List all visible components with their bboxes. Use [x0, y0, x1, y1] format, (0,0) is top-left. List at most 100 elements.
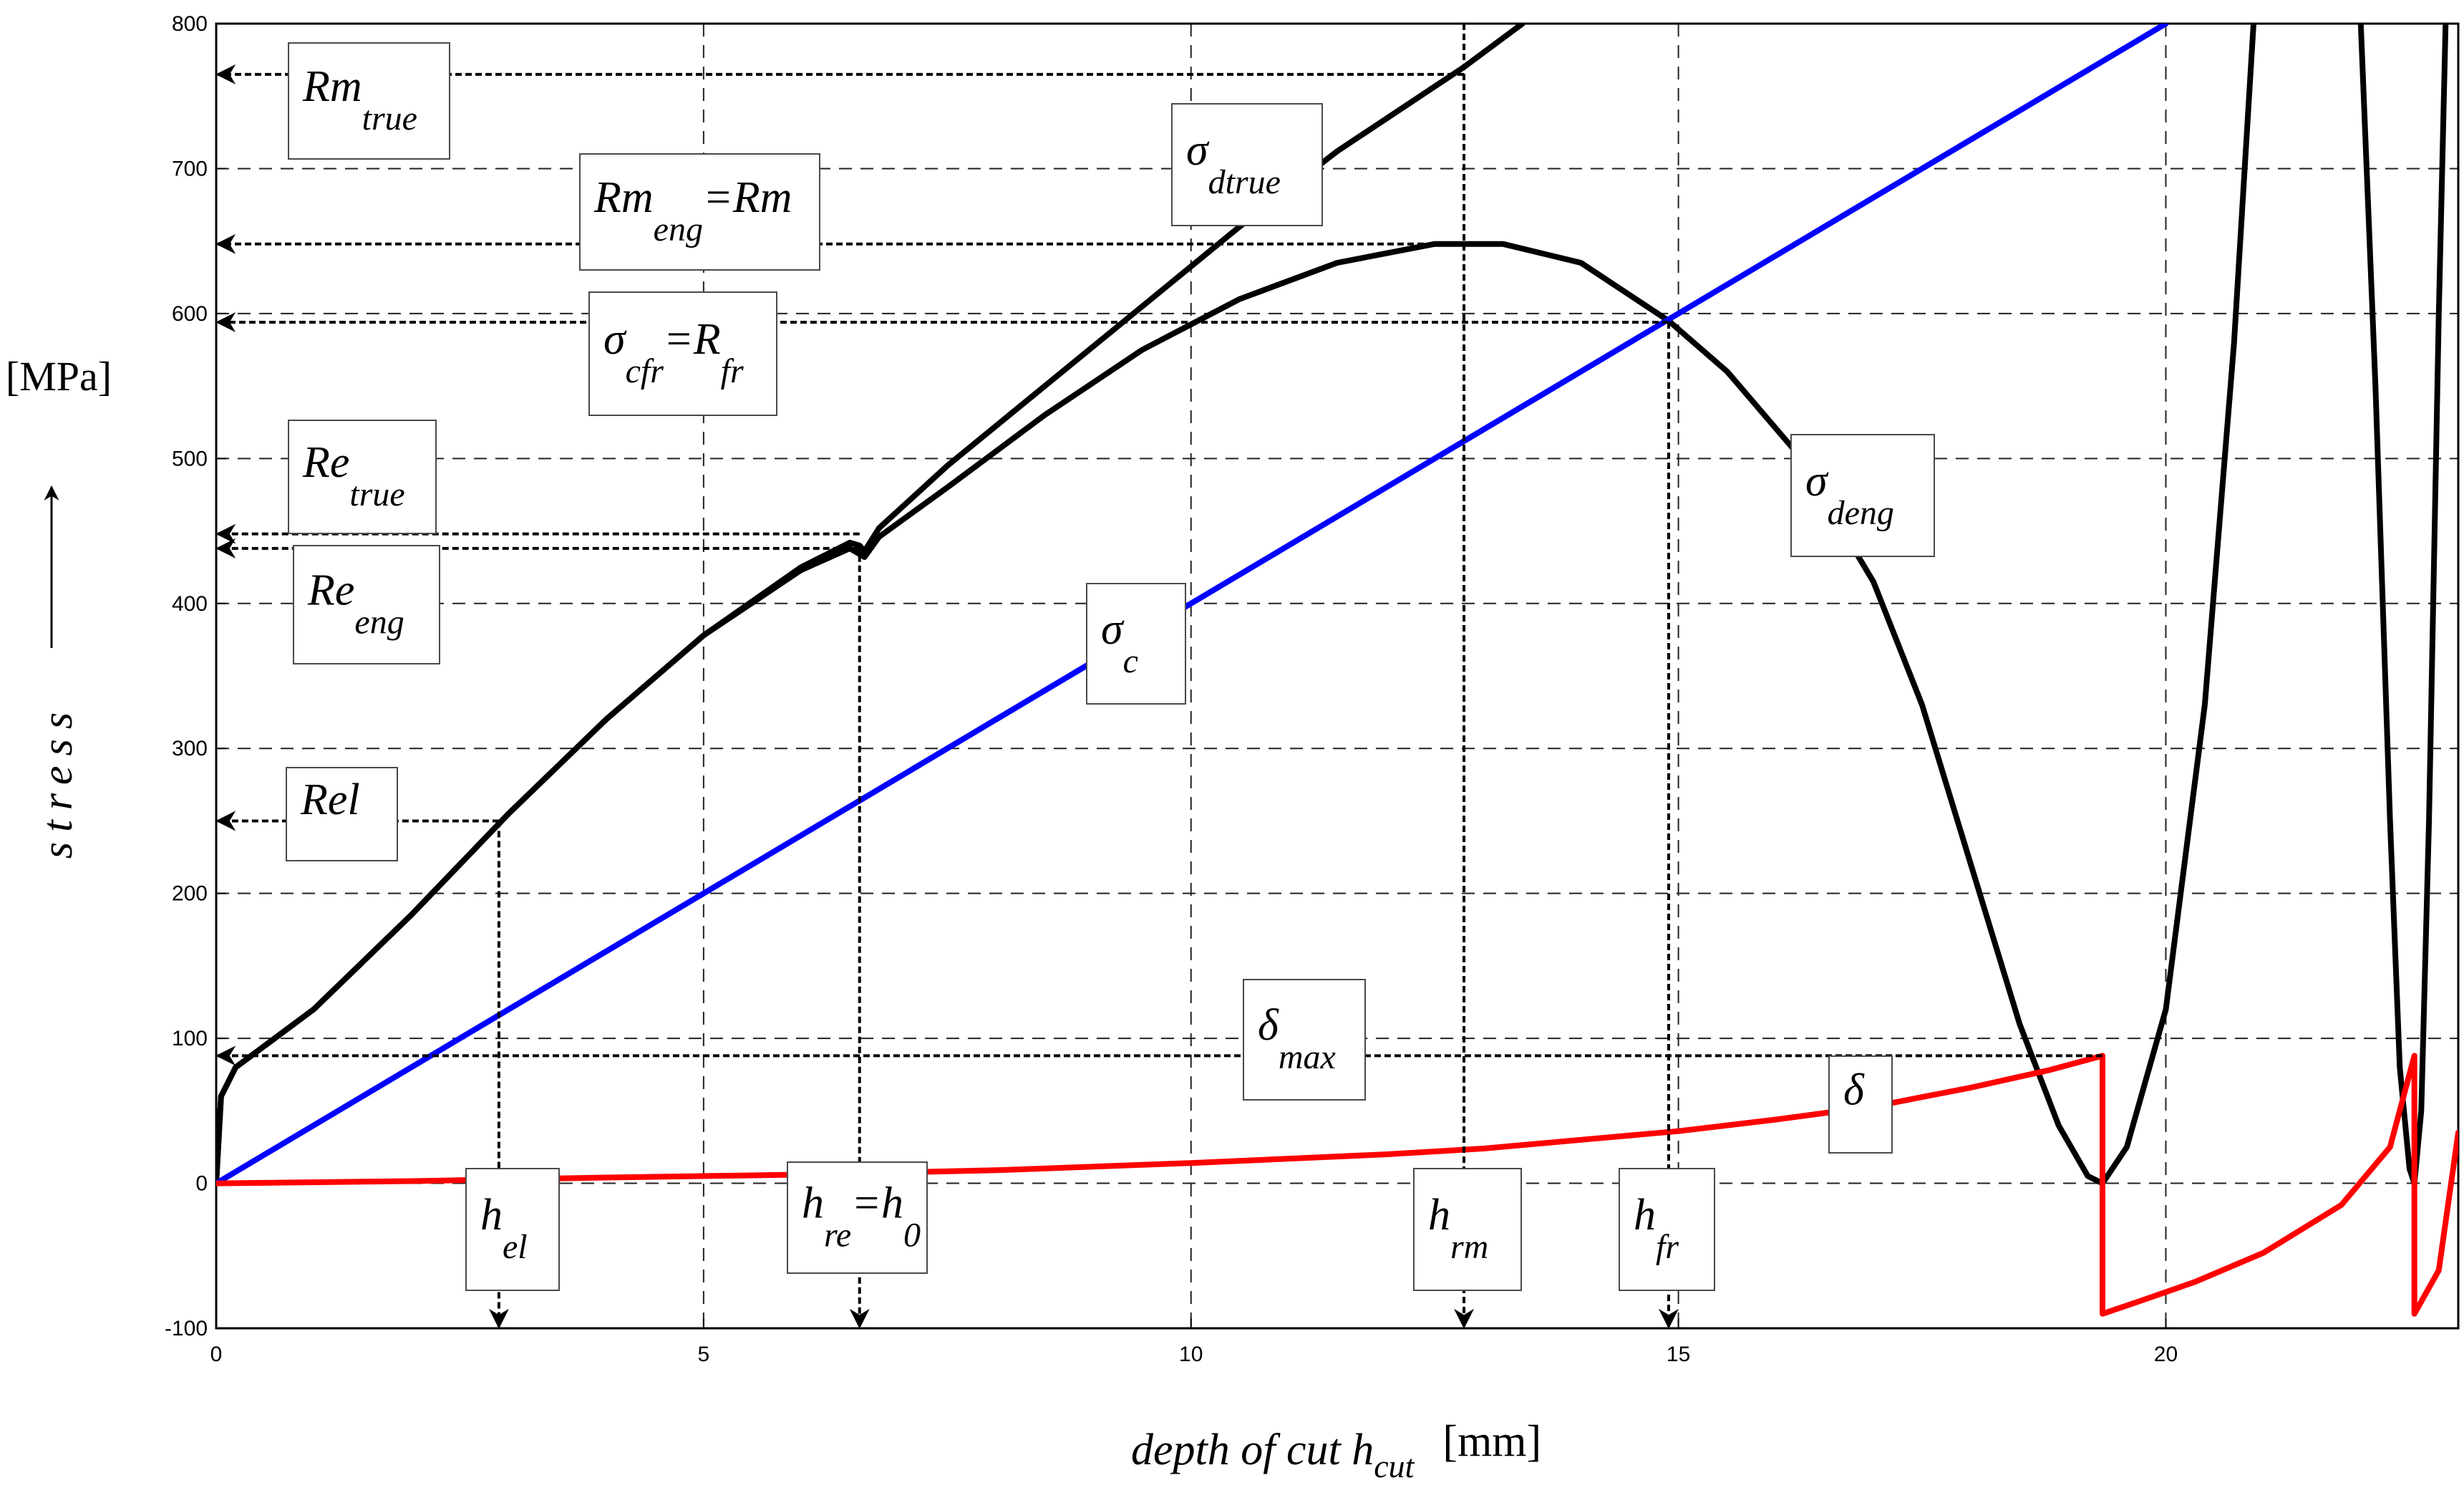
- label-text: hrm: [1428, 1191, 1488, 1266]
- x-axis-label-sub: cut: [1374, 1448, 1415, 1484]
- series-line-sigma_deng: [216, 24, 2256, 1186]
- label-sub: c: [1123, 642, 1138, 680]
- label-sub: eng: [354, 604, 404, 642]
- label-box: [293, 545, 440, 664]
- series-lines: [216, 24, 2458, 1317]
- y-tick-label: 100: [172, 1027, 208, 1050]
- label-box: [465, 1168, 560, 1291]
- label-box: [1243, 979, 1366, 1101]
- label-h_fr: hfr: [1619, 1168, 1715, 1291]
- label-main: h: [1634, 1191, 1656, 1239]
- label-text: hfr: [1634, 1191, 1679, 1266]
- label-sub: eng: [654, 211, 703, 248]
- label-rm_eng: Rmeng=Rm: [579, 153, 820, 271]
- label-sub: deng: [1828, 494, 1894, 532]
- y-axis-label: stress: [34, 702, 81, 859]
- label-box: [1171, 103, 1323, 226]
- y-unit: [MPa]: [6, 353, 112, 400]
- label-h_re: hre=h0: [787, 1161, 928, 1274]
- label-box: [1828, 1055, 1893, 1154]
- label-main: Rel: [300, 775, 360, 824]
- label-main: σ: [1186, 126, 1210, 175]
- label-sub: re: [824, 1217, 851, 1255]
- x-axis-label-text: depth of cut h: [1131, 1426, 1374, 1474]
- series-line-sigma_c: [216, 24, 2169, 1186]
- label-rm_true: Rmtrue: [288, 42, 450, 160]
- y-tick-label: 200: [172, 882, 208, 906]
- label-re_eng: Reeng: [293, 545, 440, 664]
- annotation-arrows: [215, 24, 2102, 1329]
- label-main: σ: [1805, 457, 1829, 506]
- x-axis-label: depth of cut hcut [mm]: [1131, 1417, 1541, 1484]
- x-tick-label: 15: [1667, 1343, 1690, 1366]
- label-sub: rm: [1450, 1228, 1488, 1266]
- label-sub: el: [503, 1228, 528, 1266]
- label-text: Retrue: [302, 438, 405, 513]
- label-box: [588, 291, 777, 416]
- label-main: δ: [1258, 1001, 1279, 1050]
- x-tick-label: 0: [210, 1343, 223, 1366]
- label-box: [1086, 583, 1186, 705]
- label-delta_lbl: δ: [1828, 1055, 1893, 1154]
- label-main: h: [802, 1179, 824, 1228]
- y-tick-label: 0: [195, 1172, 208, 1196]
- label-tail-sub: fr: [721, 352, 744, 390]
- label-sub: dtrue: [1208, 163, 1281, 201]
- label-box: [288, 420, 437, 534]
- label-text: σcfr=Rfr: [603, 315, 744, 390]
- label-box: [787, 1161, 928, 1274]
- label-h_el: hel: [465, 1168, 560, 1291]
- label-sub: cfr: [626, 352, 664, 390]
- label-text: Rmeng=Rm: [593, 173, 792, 248]
- label-main: σ: [1101, 605, 1125, 654]
- label-tail: =R: [664, 315, 721, 364]
- label-box: [1790, 434, 1935, 557]
- label-text: Rel: [300, 775, 360, 824]
- label-text: δmax: [1258, 1001, 1336, 1076]
- label-main: h: [1428, 1191, 1450, 1239]
- x-tick-label: 10: [1179, 1343, 1203, 1366]
- label-tail: =Rm: [703, 173, 792, 222]
- curve-labels: RmtrueRmeng=Rmσcfr=RfrRetrueReengRelσdtr…: [286, 42, 1935, 1291]
- label-box: [579, 153, 820, 271]
- label-text: σdtrue: [1186, 126, 1281, 201]
- y-tick-label: 800: [172, 12, 208, 36]
- label-sub: true: [349, 475, 404, 513]
- label-sigma_cfr: σcfr=Rfr: [588, 291, 777, 416]
- label-text: σdeng: [1805, 457, 1894, 532]
- y-tick-label: -100: [165, 1317, 208, 1340]
- x-axis-unit: [mm]: [1442, 1417, 1541, 1466]
- label-text: σc: [1101, 605, 1138, 680]
- label-sub: true: [362, 100, 417, 137]
- label-text: δ: [1843, 1066, 1865, 1115]
- label-sub: fr: [1656, 1228, 1679, 1266]
- grid-lines: [216, 24, 2458, 1328]
- label-delta_max: δmax: [1243, 979, 1366, 1101]
- x-tick-label: 20: [2154, 1343, 2178, 1366]
- label-text: Reeng: [307, 566, 404, 642]
- label-main: Rm: [302, 62, 362, 111]
- label-text: hel: [480, 1191, 528, 1266]
- label-text: Rmtrue: [302, 62, 417, 137]
- label-main: Re: [307, 566, 354, 615]
- x-tick-label: 5: [698, 1343, 710, 1366]
- label-main: h: [480, 1191, 503, 1239]
- label-box: [286, 767, 398, 861]
- label-sigma_dtrue_lbl: σdtrue: [1171, 103, 1323, 226]
- y-tick-label: 300: [172, 737, 208, 760]
- label-h_rm: hrm: [1413, 1168, 1522, 1291]
- plot-frame: [215, 22, 2460, 1330]
- label-text: hre=h0: [802, 1179, 921, 1255]
- label-tail-sub: 0: [903, 1217, 921, 1255]
- label-box: [1413, 1168, 1522, 1291]
- label-main: Rm: [593, 173, 654, 222]
- label-sub: max: [1279, 1038, 1336, 1076]
- label-rel: Rel: [286, 767, 398, 861]
- label-sigma_c_lbl: σc: [1086, 583, 1186, 705]
- label-sigma_deng_lbl: σdeng: [1790, 434, 1935, 557]
- label-box: [288, 42, 450, 160]
- label-tail: =h: [851, 1179, 903, 1228]
- y-tick-label: 700: [172, 157, 208, 180]
- label-re_true: Retrue: [288, 420, 437, 534]
